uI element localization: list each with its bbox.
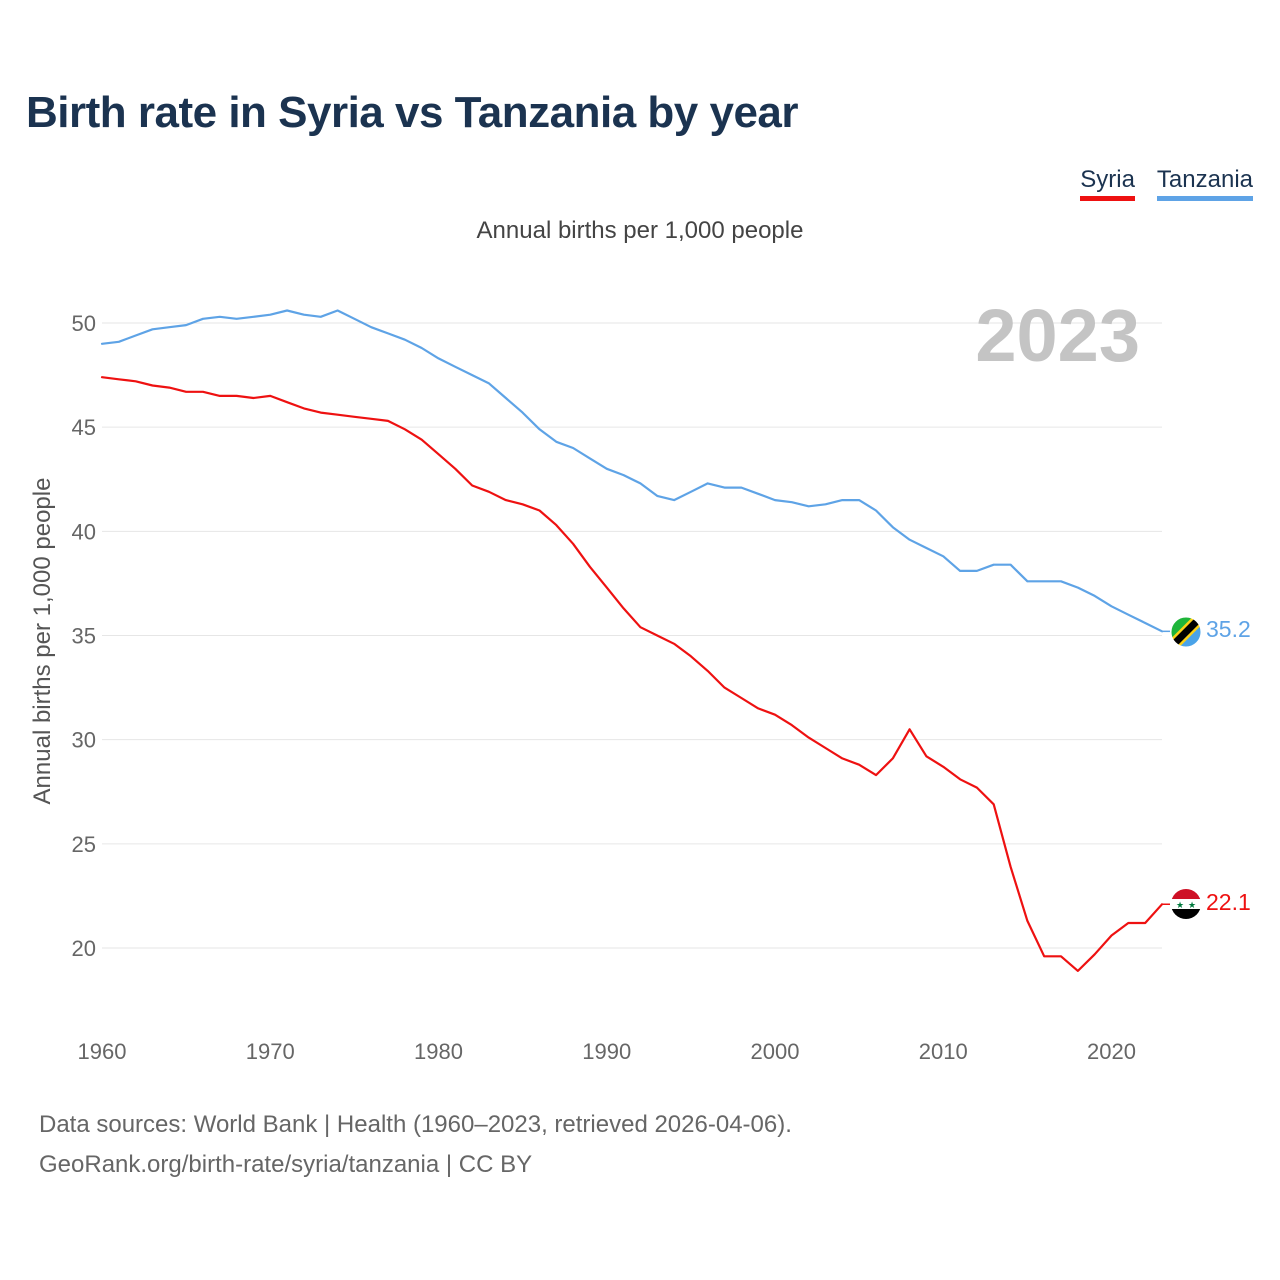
x-axis: 1960 1970 1980 1990 2000 2010 2020 [78, 1039, 1136, 1064]
tanzania-flag-icon [1170, 616, 1202, 648]
y-tick-label: 30 [72, 728, 96, 753]
svg-text:★: ★ [1188, 901, 1196, 911]
x-tick-label: 2010 [919, 1039, 968, 1064]
tanzania-end-value: 35.2 [1206, 616, 1251, 642]
y-tick-label: 45 [72, 415, 96, 440]
syria-end-value: 22.1 [1206, 889, 1251, 915]
x-tick-label: 1990 [582, 1039, 631, 1064]
tanzania-line [100, 309, 1164, 633]
chart-title: Birth rate in Syria vs Tanzania by year [26, 88, 799, 137]
syria-line [100, 376, 1164, 973]
grid [102, 322, 1162, 949]
x-tick-label: 1980 [414, 1039, 463, 1064]
x-tick-label: 1960 [78, 1039, 127, 1064]
legend: Syria Tanzania [1080, 166, 1253, 201]
y-tick-label: 40 [72, 519, 96, 544]
chart-subtitle: Annual births per 1,000 people [476, 217, 804, 244]
x-tick-label: 1970 [246, 1039, 295, 1064]
y-axis: 20 25 30 35 40 45 50 [72, 311, 96, 961]
y-axis-label: Annual births per 1,000 people [29, 478, 56, 805]
legend-item-syria[interactable]: Syria [1080, 166, 1135, 201]
y-tick-label: 35 [72, 624, 96, 649]
source-line-license: GeoRank.org/birth-rate/syria/tanzania | … [39, 1151, 533, 1178]
x-tick-label: 2020 [1087, 1039, 1136, 1064]
source-notes: Data sources: World Bank | Health (1960–… [39, 1105, 792, 1185]
y-tick-label: 50 [72, 311, 96, 336]
line-chart: 20 25 30 35 40 45 50 1960 1970 1980 1990 2000 2010 2… [29, 294, 1251, 1064]
svg-text:★: ★ [1176, 901, 1184, 911]
x-tick-label: 2000 [751, 1039, 800, 1064]
source-line-data: Data sources: World Bank | Health (1960–… [39, 1111, 792, 1138]
legend-item-tanzania[interactable]: Tanzania [1156, 166, 1253, 201]
y-tick-label: 25 [72, 832, 96, 857]
series-lines [100, 309, 1170, 973]
year-watermark: 2023 [975, 294, 1140, 377]
y-tick-label: 20 [72, 936, 96, 961]
syria-flag-icon: ★ ★ [1171, 889, 1201, 919]
